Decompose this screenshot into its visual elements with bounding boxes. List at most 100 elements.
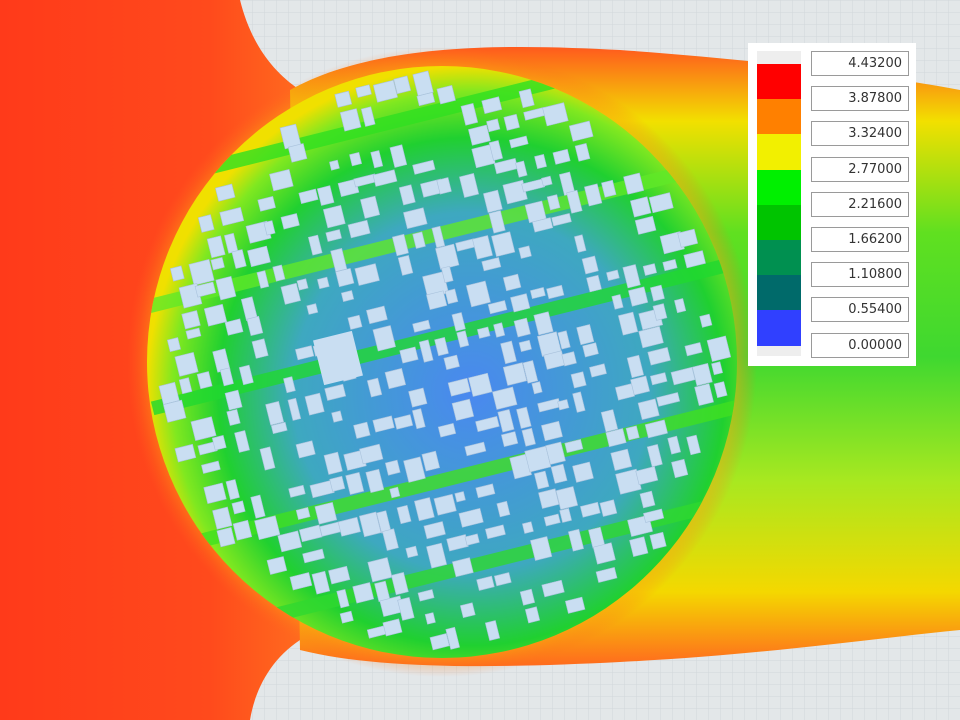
building	[468, 124, 491, 146]
building	[557, 330, 571, 350]
building	[250, 494, 266, 519]
building	[581, 255, 599, 275]
building	[436, 177, 452, 195]
building	[629, 536, 649, 557]
building	[270, 421, 288, 435]
building	[623, 172, 645, 195]
building	[550, 463, 568, 484]
building	[601, 179, 617, 198]
building	[174, 443, 197, 463]
building	[610, 448, 633, 471]
building	[650, 284, 665, 302]
building	[215, 275, 237, 301]
building	[459, 602, 476, 619]
building	[592, 542, 616, 565]
building	[600, 409, 619, 433]
building	[551, 212, 572, 227]
building	[476, 575, 495, 591]
building	[670, 366, 696, 386]
building	[574, 142, 591, 162]
building	[533, 470, 550, 490]
building	[251, 338, 269, 359]
building	[643, 508, 665, 523]
building	[316, 185, 335, 206]
building	[460, 103, 479, 126]
building	[431, 225, 446, 248]
building	[399, 346, 419, 364]
building	[630, 375, 651, 396]
building	[572, 461, 594, 483]
building	[481, 96, 503, 114]
building	[224, 389, 243, 411]
building	[174, 351, 199, 377]
legend-swatch	[757, 169, 801, 205]
building	[443, 354, 460, 370]
building	[626, 354, 645, 379]
building	[246, 315, 264, 337]
building	[225, 479, 240, 500]
building	[436, 84, 456, 105]
building	[699, 313, 713, 328]
building	[323, 451, 343, 475]
building	[649, 531, 667, 550]
building	[398, 184, 416, 206]
building	[265, 400, 285, 426]
building	[456, 330, 470, 348]
building	[521, 521, 534, 534]
building	[519, 588, 536, 606]
building	[389, 486, 401, 499]
building	[713, 381, 728, 399]
building	[686, 434, 701, 456]
building	[345, 472, 365, 495]
building	[630, 196, 652, 218]
building	[232, 519, 253, 541]
building	[325, 229, 342, 242]
building	[382, 618, 403, 637]
building	[337, 516, 361, 537]
building	[564, 596, 586, 614]
building	[564, 438, 584, 454]
building	[231, 249, 247, 269]
building	[424, 612, 436, 625]
building	[472, 235, 493, 260]
building	[238, 364, 254, 386]
building	[546, 284, 565, 300]
building	[639, 490, 656, 509]
building	[317, 276, 330, 290]
building	[513, 317, 531, 338]
building	[652, 303, 668, 321]
building	[352, 582, 375, 604]
building	[541, 579, 565, 598]
building	[340, 290, 355, 302]
building	[434, 336, 449, 357]
building	[433, 493, 457, 516]
building	[366, 377, 383, 398]
building	[355, 84, 372, 98]
street	[147, 66, 684, 202]
color-legend: 4.43200 3.87800 3.32400 2.77000 2.21600 1.662…	[748, 43, 916, 366]
building	[486, 118, 501, 133]
building	[414, 497, 435, 522]
building	[492, 386, 518, 410]
building	[287, 397, 302, 421]
building	[606, 269, 620, 281]
building	[500, 431, 519, 447]
building	[304, 392, 325, 416]
building	[582, 342, 599, 358]
building	[534, 153, 547, 170]
legend-value: 3.87800	[811, 86, 909, 112]
building	[226, 409, 241, 426]
building	[488, 140, 503, 161]
building	[458, 507, 484, 528]
building	[372, 325, 396, 352]
building	[247, 245, 271, 268]
building	[541, 175, 553, 187]
building	[644, 419, 668, 439]
building	[684, 342, 703, 357]
building	[671, 458, 689, 479]
building	[334, 90, 353, 108]
building	[538, 488, 560, 509]
building	[567, 528, 584, 552]
building	[497, 409, 515, 433]
building	[481, 257, 502, 272]
